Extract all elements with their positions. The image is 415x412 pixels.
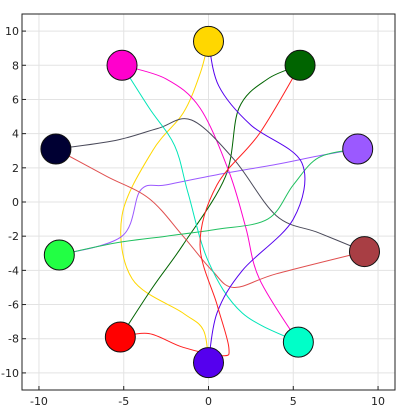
- series-path-7: [121, 65, 299, 343]
- y-tick-label: 0: [12, 196, 19, 209]
- plot-frame: [21, 13, 396, 391]
- y-tick-label: -8: [8, 333, 19, 346]
- y-tick-label: -4: [8, 264, 19, 277]
- y-tick-label: 8: [12, 59, 19, 72]
- y-tick-label: 6: [12, 93, 19, 106]
- paths: [55, 41, 365, 363]
- series-path-1: [119, 64, 301, 338]
- y-tick-label: 10: [5, 25, 19, 38]
- x-tick-label: 0: [205, 395, 212, 408]
- x-tick-label: 5: [290, 395, 297, 408]
- series-path-8: [208, 41, 306, 363]
- node-8: [282, 326, 314, 358]
- y-tick-label: -2: [8, 230, 19, 243]
- node-1: [284, 49, 316, 81]
- series-path-4: [55, 118, 365, 253]
- node-0: [193, 25, 224, 57]
- y-tick-label: 4: [12, 128, 19, 141]
- series-path-2: [121, 64, 299, 343]
- y-tick-label: -6: [8, 299, 19, 312]
- node-5: [348, 236, 380, 268]
- x-tick-label: -5: [118, 395, 129, 408]
- series-path-3: [59, 148, 358, 256]
- series-path-6: [59, 148, 358, 256]
- x-tick-label: 10: [371, 395, 385, 408]
- series-path-9: [120, 65, 301, 357]
- node-6: [43, 239, 75, 271]
- node-3: [342, 133, 374, 165]
- node-2: [106, 49, 138, 81]
- tick-labels: -10 -5 0 5 10 -10 -8 -6 -4 -2 0 2 4 6 8 10: [1, 25, 385, 408]
- node-4: [40, 133, 72, 165]
- series-path-0: [120, 41, 209, 363]
- y-tick-label: -10: [1, 367, 19, 380]
- y-tick-label: 2: [12, 162, 19, 175]
- nodes: [40, 25, 380, 379]
- node-9: [193, 347, 224, 379]
- node-7: [104, 321, 136, 353]
- x-tick-label: -10: [30, 395, 48, 408]
